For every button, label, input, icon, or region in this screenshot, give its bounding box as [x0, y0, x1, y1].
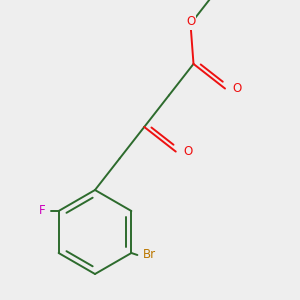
Text: O: O [232, 82, 242, 95]
Text: Br: Br [143, 248, 156, 262]
Text: F: F [39, 205, 46, 218]
Text: O: O [186, 15, 195, 28]
Text: O: O [183, 145, 192, 158]
